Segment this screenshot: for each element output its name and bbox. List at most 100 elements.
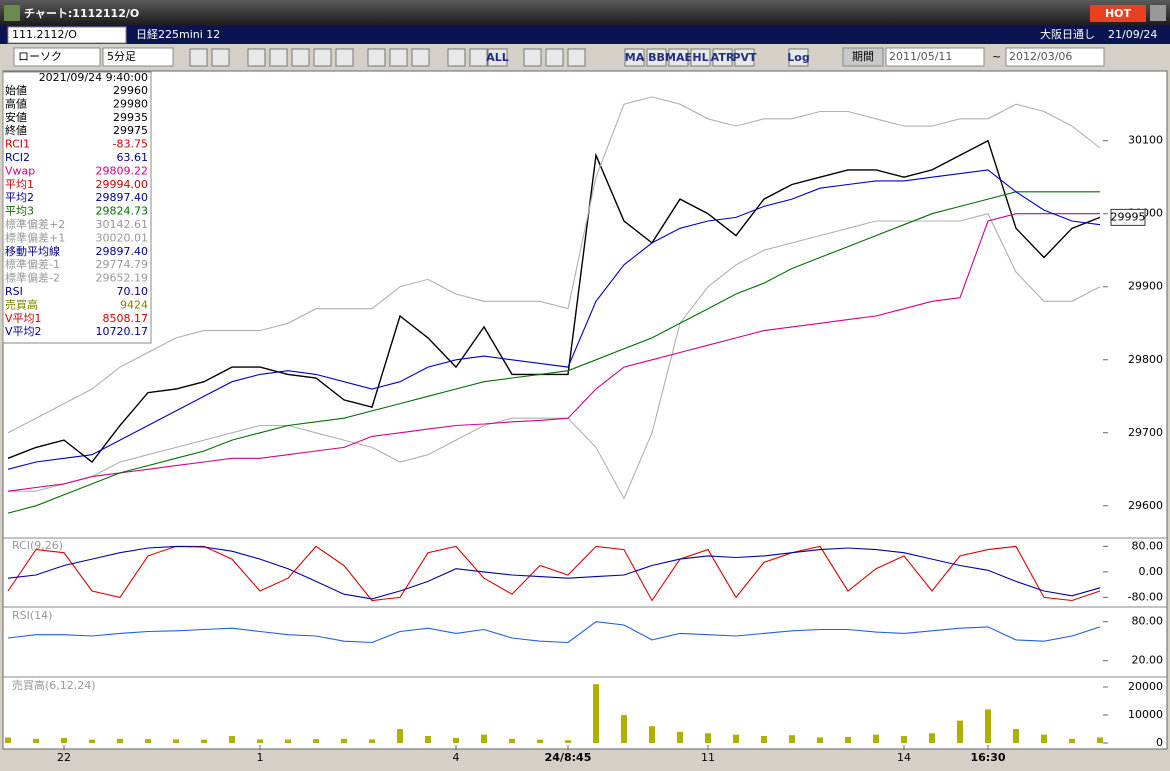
info-label: 平均2 <box>5 191 34 204</box>
from-input[interactable] <box>885 47 985 67</box>
info-value: 29935 <box>113 111 148 124</box>
y-tick-label: 30100 <box>1128 134 1163 147</box>
volume-bar <box>761 736 767 744</box>
y-tick-label: 29900 <box>1128 280 1163 293</box>
tool-icon[interactable] <box>389 48 408 67</box>
price-marker <box>1110 208 1146 226</box>
session: 大阪日通し <box>1040 27 1095 41</box>
volume-bar <box>1069 738 1075 744</box>
tool-button-label: Log <box>787 51 809 64</box>
tool-icon[interactable] <box>313 48 332 67</box>
info-value: 29774.79 <box>96 258 149 271</box>
chart-style: ローソク <box>18 50 62 63</box>
volume-bar <box>117 738 123 744</box>
info-label: 標準偏差-2 <box>5 271 60 285</box>
tool-icon[interactable] <box>189 48 208 67</box>
panel-title: RSI(14) <box>12 609 52 622</box>
instrument-name: 日経225mini 12 <box>136 28 220 41</box>
volume-bar <box>453 737 459 744</box>
volume-bar <box>201 739 207 744</box>
close-button[interactable] <box>1150 5 1166 21</box>
volume-bar <box>537 739 543 744</box>
info-label: RCI2 <box>5 151 30 164</box>
tool-button[interactable] <box>624 48 645 67</box>
tool-button-label: PVT <box>732 51 757 64</box>
volume-bar <box>1013 729 1019 744</box>
y-tick-label: 20.00 <box>1132 654 1164 667</box>
tool-button[interactable] <box>712 48 733 67</box>
y-tick-label: 29700 <box>1128 426 1163 439</box>
volume-bar <box>257 739 263 744</box>
info-value: 8508.17 <box>103 312 149 325</box>
info-label: 移動平均線 <box>5 244 60 258</box>
symbol-input[interactable] <box>7 26 127 44</box>
app-icon <box>4 5 20 21</box>
tool-icon[interactable] <box>367 48 386 67</box>
x-tick-label: 14 <box>897 751 911 764</box>
y-tick-label: 10000 <box>1128 708 1163 721</box>
info-value: 29960 <box>113 84 148 97</box>
tool-button-label: HL <box>692 51 708 64</box>
volume-bar <box>621 715 627 744</box>
tool-button-label: MA <box>625 51 645 64</box>
tool-icon[interactable] <box>567 48 586 67</box>
tool-button[interactable] <box>487 48 508 67</box>
tool-icon[interactable] <box>411 48 430 67</box>
tool-button[interactable] <box>690 48 711 67</box>
y-tick-label: 0 <box>1156 736 1163 749</box>
x-axis-bar <box>3 750 1167 767</box>
tool-icon[interactable] <box>335 48 354 67</box>
tool-button[interactable] <box>668 48 689 67</box>
volume-bar <box>817 737 823 744</box>
style-select[interactable] <box>13 47 101 67</box>
info-label: V平均2 <box>5 325 42 338</box>
window-title: チャート:1112112/O <box>24 7 139 20</box>
info-label: 始値 <box>5 83 27 97</box>
info-value: 30142.61 <box>96 218 149 231</box>
interval: 5分足 <box>107 50 136 63</box>
volume-bar <box>61 737 67 744</box>
info-value: 29809.22 <box>96 164 149 177</box>
series-line <box>7 621 1101 644</box>
tool-icon[interactable] <box>269 48 288 67</box>
tool-button[interactable] <box>646 48 667 67</box>
to-input[interactable] <box>1005 47 1105 67</box>
volume-bar <box>173 739 179 744</box>
y-tick-label: 80.00 <box>1132 539 1164 552</box>
info-label: 終値 <box>5 123 27 137</box>
volume-bar <box>397 729 403 744</box>
price-label: 29995 <box>1111 210 1146 223</box>
info-label: V平均1 <box>5 312 42 325</box>
volume-bar <box>425 736 431 744</box>
period-label: 期間 <box>852 50 874 63</box>
volume-bar <box>789 735 795 744</box>
volume-bar <box>229 736 235 744</box>
interval-select[interactable] <box>102 47 174 67</box>
volume-bar <box>145 739 151 744</box>
tool-icon[interactable] <box>469 48 488 67</box>
volume-bar <box>873 734 879 744</box>
tool-button-label: MAE <box>665 51 692 64</box>
period-button[interactable] <box>842 47 884 67</box>
x-tick-label: 1 <box>257 751 264 764</box>
tool-icon[interactable] <box>247 48 266 67</box>
volume-bar <box>957 720 963 744</box>
volume-bar <box>677 731 683 744</box>
panel-title: 売買高(6,12,24) <box>12 678 96 692</box>
tool-icon[interactable] <box>291 48 310 67</box>
volume-bar <box>845 736 851 744</box>
x-tick-label: 24/8:45 <box>545 751 592 764</box>
series-line <box>8 213 1101 500</box>
volume-bar <box>593 684 599 744</box>
tool-button[interactable] <box>788 48 809 67</box>
hot-button[interactable] <box>1090 5 1146 22</box>
tool-icon[interactable] <box>545 48 564 67</box>
tool-icon[interactable] <box>211 48 230 67</box>
tool-icon[interactable] <box>523 48 542 67</box>
tool-icon[interactable] <box>447 48 466 67</box>
info-timestamp: 2021/09/24 9:40:00 <box>39 71 148 84</box>
info-value: 70.10 <box>117 285 149 298</box>
info-label: Vwap <box>5 164 35 177</box>
tool-button[interactable] <box>734 48 755 67</box>
